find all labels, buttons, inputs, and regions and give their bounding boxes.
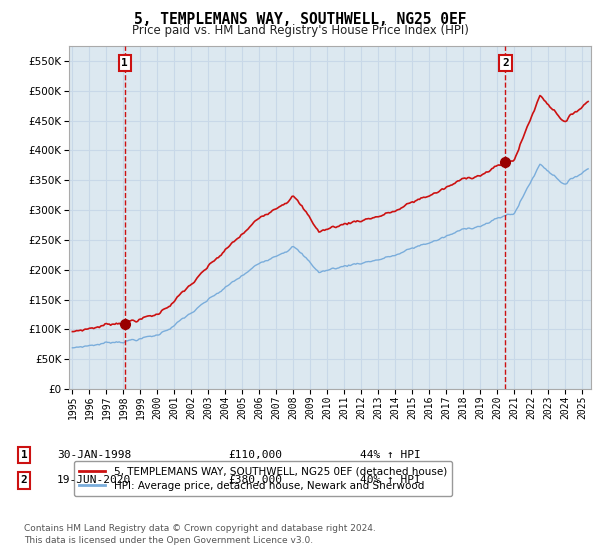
Text: 2: 2 bbox=[502, 58, 509, 68]
Text: £380,000: £380,000 bbox=[228, 475, 282, 486]
Text: 5, TEMPLEMANS WAY, SOUTHWELL, NG25 0EF: 5, TEMPLEMANS WAY, SOUTHWELL, NG25 0EF bbox=[134, 12, 466, 27]
Legend: 5, TEMPLEMANS WAY, SOUTHWELL, NG25 0EF (detached house), HPI: Average price, det: 5, TEMPLEMANS WAY, SOUTHWELL, NG25 0EF (… bbox=[74, 461, 452, 496]
Text: Price paid vs. HM Land Registry's House Price Index (HPI): Price paid vs. HM Land Registry's House … bbox=[131, 24, 469, 36]
Text: 40% ↑ HPI: 40% ↑ HPI bbox=[360, 475, 421, 486]
Text: £110,000: £110,000 bbox=[228, 450, 282, 460]
Text: 1: 1 bbox=[121, 58, 128, 68]
Text: 19-JUN-2020: 19-JUN-2020 bbox=[57, 475, 131, 486]
Text: Contains HM Land Registry data © Crown copyright and database right 2024.
This d: Contains HM Land Registry data © Crown c… bbox=[24, 524, 376, 545]
Text: 30-JAN-1998: 30-JAN-1998 bbox=[57, 450, 131, 460]
Text: 2: 2 bbox=[20, 475, 28, 486]
Text: 44% ↑ HPI: 44% ↑ HPI bbox=[360, 450, 421, 460]
Text: 1: 1 bbox=[20, 450, 28, 460]
